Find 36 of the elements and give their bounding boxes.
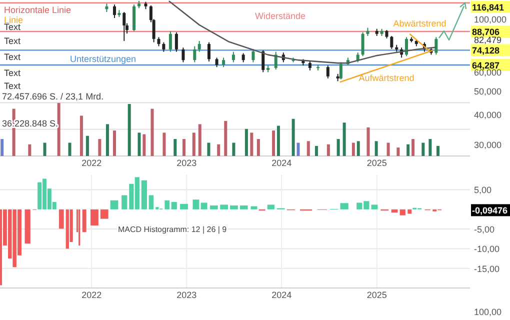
ref-line-label: 72.457.696 S. / 23,1 Mrd. — [2, 92, 104, 102]
ref-line-label: 116,841 — [472, 2, 504, 12]
text: 82,479 — [474, 35, 502, 45]
x-tick-label: 2022 — [82, 158, 102, 168]
y-tick-label: -10,00 — [474, 244, 500, 254]
annotation: Horizontale Linie — [4, 5, 72, 15]
annotation: Linie — [4, 15, 24, 25]
y-tick-label: 100,000 — [474, 14, 507, 25]
x-tick-label: 2025 — [366, 290, 387, 300]
annotation: Text — [4, 52, 22, 62]
y-tick-label: 5,00 — [474, 185, 492, 196]
x-tick-label: 2025 — [366, 158, 387, 168]
series-label: Aufwärtstrend — [358, 73, 414, 84]
x-tick-label: 2023 — [176, 290, 197, 300]
x-tick-label: 2024 — [272, 290, 292, 300]
annotation: Text — [4, 36, 22, 46]
ref-line-label: 88,706 — [472, 27, 500, 38]
y-tick-label: 40,000 — [474, 110, 502, 120]
annotation: Unterstützungen — [70, 54, 136, 64]
text: MACD Histogramm: 12 | 26 | 9 — [118, 225, 228, 234]
y-tick-label: -15,00 — [474, 264, 500, 274]
annotation: Text — [4, 68, 22, 78]
text: -0,09476 — [472, 206, 508, 216]
ref-line-label: 64,287 — [472, 60, 500, 70]
y-tick-label: 30,000 — [474, 140, 502, 150]
text: 100,00 — [474, 307, 502, 317]
x-tick-label: 2023 — [176, 158, 197, 168]
ref-line-label: 74,128 — [472, 46, 500, 56]
annotation: Text — [4, 22, 22, 32]
annotation: Widerstände — [255, 11, 306, 21]
x-tick-label: 2024 — [272, 158, 292, 168]
annotation: Text — [4, 81, 22, 91]
y-tick-label: 50,000 — [474, 86, 502, 97]
series-label: Abwärtstrend — [393, 18, 446, 29]
x-tick-label: 2022 — [82, 290, 102, 300]
y-tick-label: -5,00 — [474, 224, 495, 235]
